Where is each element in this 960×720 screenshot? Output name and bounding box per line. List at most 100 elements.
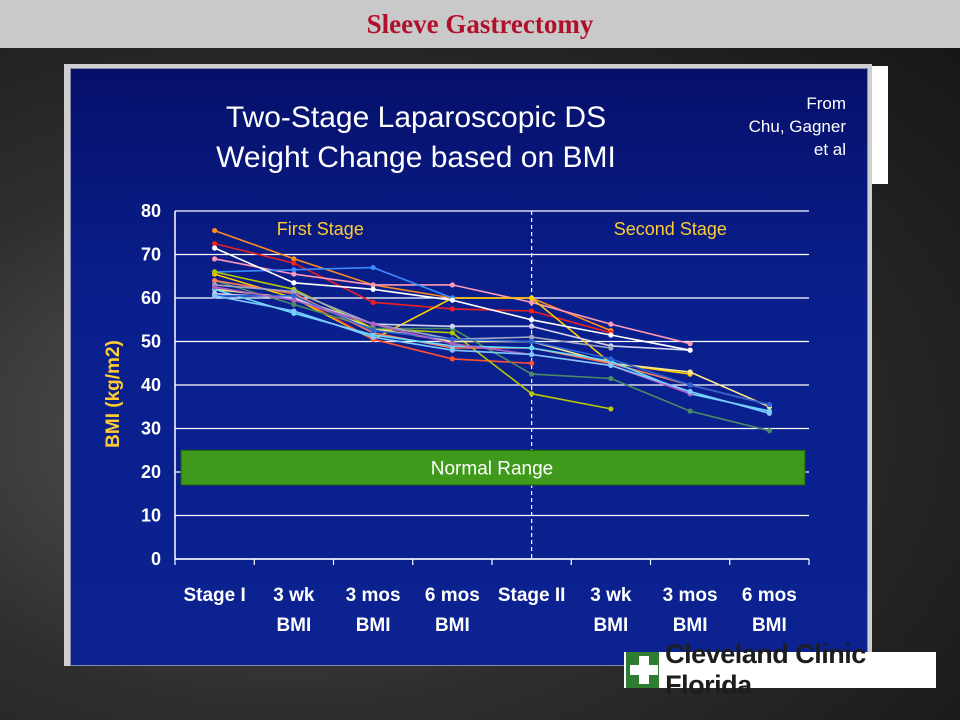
normal-range-band [180,449,806,486]
data-point [449,306,455,312]
phase-label-second: Second Stage [614,219,727,239]
data-point [687,408,693,414]
data-point [529,308,535,314]
data-point [291,271,297,277]
chart-title-line2: Weight Change based on BMI [216,141,616,174]
data-point [370,264,376,271]
cross-icon [626,652,660,688]
logo-text: Cleveland Clinic Florida [665,639,866,700]
data-point [687,388,693,395]
data-point [370,321,376,327]
bmi-line-chart: Two-Stage Laparoscopic DS Weight Change … [103,94,847,636]
data-point [212,278,218,284]
data-point [449,341,455,347]
series-line-14 [214,295,770,406]
data-point [687,347,693,353]
x-tick-label-sub: BMI [435,615,470,636]
data-point [370,299,376,305]
source-line-1: From [806,94,846,113]
x-tick-label-sub: BMI [673,615,708,636]
chart-panel: Two-Stage Laparoscopic DS Weight Change … [70,68,868,666]
data-point [370,328,376,334]
cleveland-clinic-logo: Cleveland Clinic Florida [624,639,936,700]
x-tick-label: 3 mos [346,585,401,606]
plot-area: 0 10 20 30 40 50 60 70 80 First Stage Second Stage… [141,201,810,636]
data-point [291,288,297,295]
data-point [370,286,376,292]
data-point [291,293,297,299]
data-point [449,282,455,288]
data-point [291,297,297,303]
data-point [370,282,376,288]
chart-title-line1: Two-Stage Laparoscopic DS [226,101,606,134]
x-tick-label: 3 wk [273,585,315,606]
x-tick-label: Stage II [498,585,566,606]
data-point [766,401,772,408]
data-point [449,323,455,329]
data-point [370,334,376,340]
data-point [529,334,535,340]
series-line-1 [214,229,612,332]
data-point [212,256,218,262]
x-tick-label: 3 mos [663,585,718,606]
data-point [212,284,218,290]
data-point [529,299,535,305]
data-point [766,410,772,416]
y-tick-label: 0 [151,549,161,569]
normal-range-label: Normal Range [431,459,554,480]
y-tick-label: 40 [141,375,161,395]
x-tick-label-sub: BMI [356,615,391,636]
y-tick-label: 10 [141,506,161,526]
data-point [449,330,455,336]
series-line-13 [214,284,612,349]
x-tick-label: 6 mos [742,585,797,606]
series-line-9 [214,279,770,432]
x-tick-label-sub: BMI [752,615,787,636]
data-point [608,356,614,362]
source-line-2: Chu, Gagner [749,117,847,136]
y-tick-label: 60 [141,288,161,308]
data-point [212,241,218,247]
data-point [212,227,218,234]
data-point [291,260,297,266]
chart-slide: Two-Stage Laparoscopic DS Weight Change … [64,64,872,666]
data-point [608,375,614,382]
phase-label-first: First Stage [277,219,364,239]
data-point [212,269,218,275]
data-point [291,267,297,273]
data-point [529,338,535,345]
title-bar: Sleeve Gastrectomy [0,0,960,48]
data-point [449,356,455,362]
data-point [608,332,614,338]
data-point [529,345,535,351]
series-line-5 [214,266,453,299]
data-point [608,362,614,369]
data-point [529,295,535,301]
data-point [529,371,535,377]
data-point [529,317,535,323]
y-tick-label: 70 [141,245,161,265]
data-point [529,351,535,358]
data-point [449,336,455,342]
y-tick-label: 50 [141,332,161,352]
data-point [449,297,455,303]
data-point [529,391,535,397]
series-line-17 [214,295,770,415]
x-tick-label-sub: BMI [593,615,628,636]
y-tick-label: 20 [141,462,161,482]
data-point [766,428,772,434]
y-axis-label: BMI (kg/m2) [103,340,124,448]
data-point [291,256,297,262]
series-line-2 [214,242,612,334]
series-line-7 [214,271,612,410]
data-point [291,280,297,286]
source-line-3: et al [814,140,846,159]
data-point [449,347,455,353]
data-point [291,301,297,308]
page-title: Sleeve Gastrectomy [366,8,594,39]
y-tick-label: 30 [141,419,161,439]
x-tick-label: 3 wk [590,585,632,606]
data-point [687,382,693,388]
data-point [687,369,693,375]
data-point [529,323,535,329]
